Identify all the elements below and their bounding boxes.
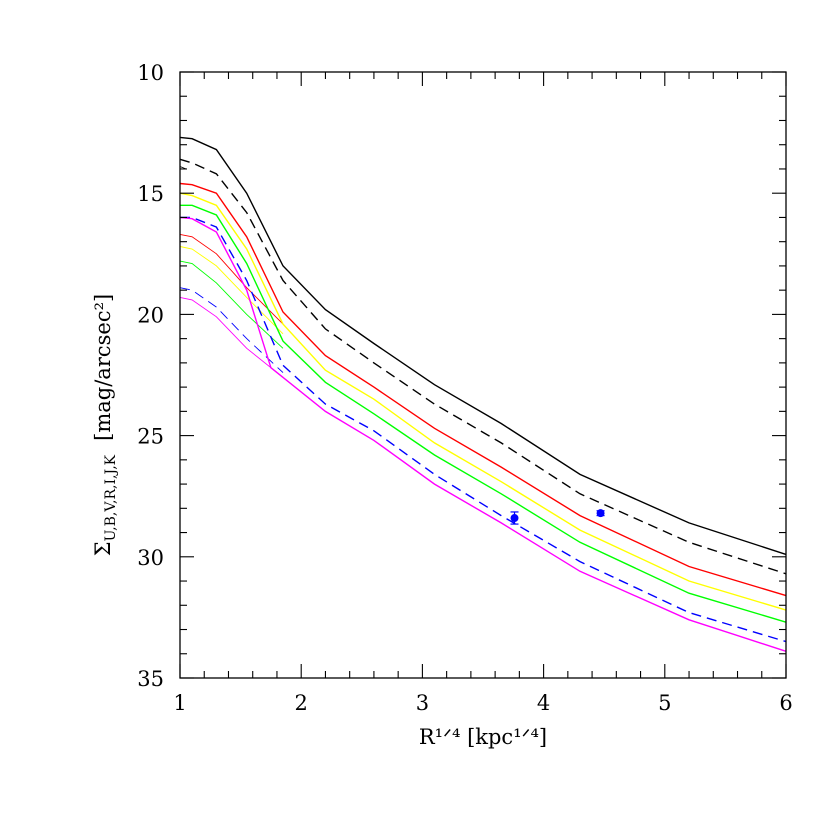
- x-tick-labels: 1 2 3 4 5 6: [173, 691, 792, 715]
- y-tick-label: 15: [137, 182, 164, 206]
- series-3-outer-line: [179, 182, 787, 597]
- data-point-2: [596, 509, 605, 518]
- x-tick-label: 6: [779, 691, 792, 715]
- series-6-outer-line: [180, 216, 787, 643]
- axis-ticks-group: [179, 71, 787, 679]
- y-tick-labels: 10 15 20 25 30 35: [137, 61, 164, 691]
- x-axis-label: R¹ᐟ⁴ [kpc¹ᐟ⁴]: [419, 725, 547, 749]
- series-2-outer-line: [179, 158, 787, 575]
- x-tick-label: 2: [295, 691, 308, 715]
- y-tick-label: 30: [137, 546, 164, 570]
- series-5-outer-line: [180, 204, 787, 623]
- series-3-inner-line: [179, 233, 284, 325]
- series-7-outer-line: [179, 216, 787, 652]
- x-tick-label: 4: [537, 691, 550, 715]
- y-axis-label: ΣU,B,V,R,I,J,K [mag/arcsec²]: [91, 294, 119, 556]
- y-tick-label: 20: [137, 303, 164, 327]
- series-5-inner-line: [179, 260, 284, 349]
- y-tick-label: 25: [137, 425, 164, 449]
- y-axis-label-units: [mag/arcsec²]: [91, 294, 115, 441]
- series-4-outer-line: [179, 192, 787, 611]
- data-points-group: [510, 509, 605, 525]
- y-tick-label: 10: [137, 61, 164, 85]
- x-tick-label: 3: [416, 691, 429, 715]
- series-1-outer-line: [179, 136, 787, 556]
- data-point-1: [510, 514, 519, 523]
- series-group: [179, 136, 787, 652]
- plot-frame: [179, 71, 787, 679]
- svg-text:ΣU,B,V,R,I,J,K[mag/arcsec²]: ΣU,B,V,R,I,J,K [mag/arcsec²]: [91, 294, 119, 556]
- x-tick-label: 5: [658, 691, 671, 715]
- series-6-inner-line: [179, 287, 284, 373]
- y-axis-label-symbol: Σ: [91, 541, 115, 556]
- series-7-inner-line: [179, 296, 284, 378]
- y-tick-label: 35: [137, 667, 164, 691]
- x-tick-label: 1: [173, 691, 186, 715]
- y-axis-label-subscript: U,B,V,R,I,J,K: [103, 454, 119, 541]
